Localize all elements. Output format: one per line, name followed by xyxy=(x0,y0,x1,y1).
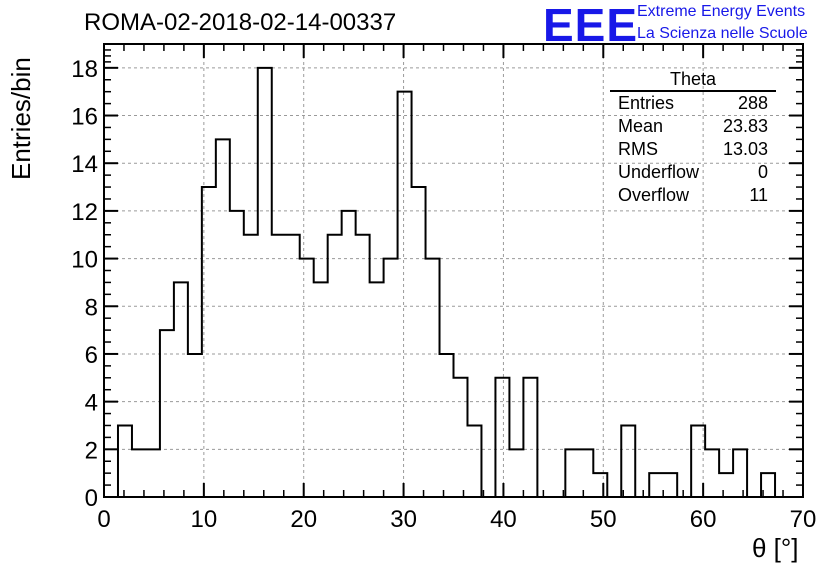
stats-row-mean: Mean 23.83 xyxy=(610,115,776,138)
x-tick-label: 30 xyxy=(390,506,417,533)
stats-row-underflow: Underflow 0 xyxy=(610,161,776,184)
x-tick-label: 50 xyxy=(590,506,617,533)
histogram-bin xyxy=(593,473,607,497)
histogram-bin xyxy=(328,235,342,497)
histogram-bin xyxy=(398,92,412,497)
histogram-bin xyxy=(705,449,719,497)
y-tick-label: 4 xyxy=(85,390,98,417)
histogram-bin xyxy=(523,378,537,497)
histogram-bin xyxy=(440,354,454,497)
histogram-bin xyxy=(426,259,440,497)
histogram-bin xyxy=(579,449,593,497)
histogram-bin xyxy=(370,282,384,497)
stats-label: Underflow xyxy=(618,162,700,182)
logo-line-1: Extreme Energy Events xyxy=(637,3,806,20)
stats-row-rms: RMS 13.03 xyxy=(610,138,776,161)
y-tick-label: 16 xyxy=(71,104,98,131)
y-axis-label: Entries/bin xyxy=(6,57,36,180)
x-tick-label: 0 xyxy=(97,506,110,533)
histogram-bin xyxy=(160,330,174,497)
histogram-bin xyxy=(132,449,146,497)
histogram-bin xyxy=(258,68,272,497)
stats-value: 11 xyxy=(749,185,768,205)
stats-row-overflow: Overflow 11 xyxy=(610,184,776,207)
stats-label: Mean xyxy=(618,116,664,136)
histogram-outline xyxy=(116,66,777,498)
tick-labels-layer: 0 10 20 30 40 50 60 70 0 2 4 6 8 10 12 14 16 18 xyxy=(71,56,816,533)
x-tick-label: 40 xyxy=(490,506,517,533)
y-tick-label: 2 xyxy=(85,437,98,464)
stats-value: 288 xyxy=(737,93,768,113)
y-tick-label: 18 xyxy=(71,56,98,83)
histogram-bin xyxy=(188,354,202,497)
stats-label: Entries xyxy=(618,93,675,113)
histogram-bin xyxy=(286,235,300,497)
x-tick-label: 70 xyxy=(790,506,817,533)
histogram-bin xyxy=(467,425,481,497)
grid-layer xyxy=(104,44,803,497)
histogram-bin xyxy=(495,378,509,497)
histogram-bin xyxy=(272,235,286,497)
histogram-bin xyxy=(621,425,635,497)
histogram-bin xyxy=(216,139,230,497)
histogram-bin xyxy=(412,187,426,497)
y-tick-label: 14 xyxy=(71,151,98,178)
histogram-bin xyxy=(174,282,188,497)
stats-value: 0 xyxy=(757,162,768,182)
histogram-bin xyxy=(663,473,677,497)
histogram-bin xyxy=(314,282,328,497)
y-tick-label: 8 xyxy=(85,294,98,321)
histogram-layer xyxy=(116,66,777,498)
ticks-layer xyxy=(103,44,804,498)
histogram-bin xyxy=(565,449,579,497)
eee-logo: EEE xyxy=(543,0,639,51)
logo-line-2: La Scienza nelle Scuole xyxy=(637,25,808,42)
histogram-bin xyxy=(454,378,468,497)
y-tick-label: 6 xyxy=(85,342,98,369)
histogram-bin xyxy=(146,449,160,497)
stats-label: Overflow xyxy=(618,185,690,205)
chart-title: ROMA-02-2018-02-14-00337 xyxy=(84,9,397,36)
histogram-bin xyxy=(202,187,216,497)
histogram-bin xyxy=(733,449,747,497)
histogram-bin xyxy=(300,259,314,497)
stats-row-entries: Entries 288 xyxy=(610,92,776,115)
stats-title: Theta xyxy=(610,68,776,92)
stats-value: 13.03 xyxy=(722,139,768,159)
histogram-bin xyxy=(356,235,370,497)
x-tick-label: 10 xyxy=(191,506,218,533)
x-axis-label: θ [°] xyxy=(752,533,799,563)
stats-value: 23.83 xyxy=(722,116,768,136)
histogram-bin xyxy=(384,259,398,497)
histogram-bin xyxy=(719,473,733,497)
y-tick-label: 10 xyxy=(71,247,98,274)
x-tick-label: 20 xyxy=(290,506,317,533)
histogram-bin xyxy=(649,473,663,497)
stats-label: RMS xyxy=(618,139,658,159)
y-tick-label: 12 xyxy=(71,199,98,226)
histogram-bin xyxy=(342,211,356,497)
stats-box: Theta Entries 288 Mean 23.83 RMS 13.03 U… xyxy=(610,68,776,207)
x-tick-label: 60 xyxy=(690,506,717,533)
histogram-bin xyxy=(244,235,258,497)
histogram-bin xyxy=(230,211,244,497)
y-tick-label: 0 xyxy=(85,485,98,512)
histogram-bin xyxy=(118,425,132,497)
histogram-bin xyxy=(509,449,523,497)
